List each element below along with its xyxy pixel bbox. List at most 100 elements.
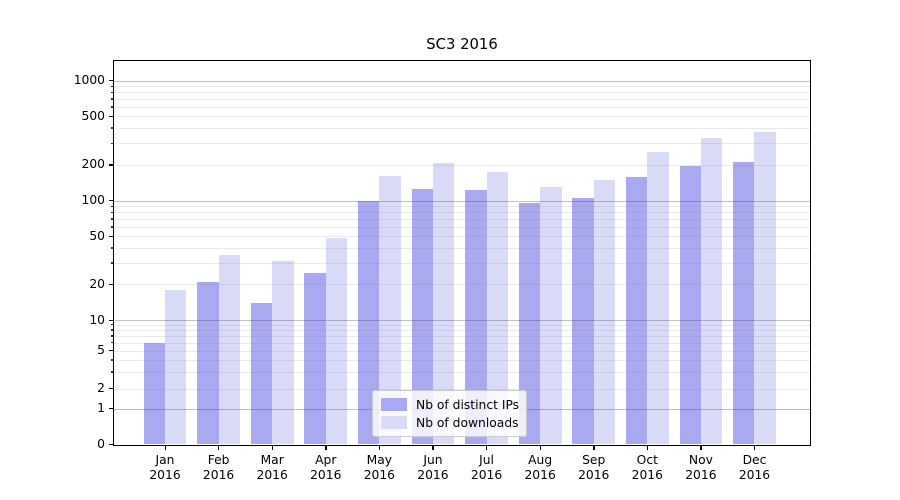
legend-label-downloads: Nb of downloads bbox=[416, 415, 519, 430]
y-minor-tick-mark bbox=[111, 359, 114, 361]
gridline-major bbox=[114, 80, 810, 82]
x-tick-label-may: May 2016 bbox=[349, 453, 409, 484]
gridline-minor bbox=[114, 212, 810, 214]
gridline-minor bbox=[114, 143, 810, 145]
x-tick-year: 2016 bbox=[256, 468, 288, 482]
x-tick-label-jul: Jul 2016 bbox=[457, 453, 517, 484]
x-tick-label-apr: Apr 2016 bbox=[296, 453, 356, 484]
x-tick-year: 2016 bbox=[363, 468, 395, 482]
bar-downloads-apr bbox=[325, 238, 348, 445]
gridline-minor bbox=[114, 106, 810, 108]
x-tick-year: 2016 bbox=[685, 468, 717, 482]
x-tick-label-jun: Jun 2016 bbox=[403, 453, 463, 484]
y-minor-tick-mark bbox=[111, 247, 114, 249]
y-minor-tick-mark bbox=[111, 91, 114, 93]
y-minor-tick-mark bbox=[111, 85, 114, 87]
gridline-major bbox=[114, 200, 810, 202]
x-tick-mark bbox=[486, 444, 488, 450]
y-minor-tick-mark bbox=[111, 262, 114, 264]
y-tick-label: 100 bbox=[81, 193, 105, 208]
gridline-minor bbox=[114, 388, 810, 390]
bar-downloads-jan bbox=[165, 289, 187, 445]
gridline-minor bbox=[114, 226, 810, 228]
legend: Nb of distinct IPs Nb of downloads bbox=[372, 390, 527, 437]
gridline-minor bbox=[114, 206, 810, 208]
y-tick-label: 1 bbox=[97, 401, 105, 415]
bar-downloads-dec bbox=[754, 132, 776, 445]
y-minor-tick-mark bbox=[111, 218, 114, 220]
y-tick-mark bbox=[108, 408, 114, 410]
y-minor-tick-mark bbox=[111, 211, 114, 213]
y-tick-label: 500 bbox=[81, 108, 105, 123]
legend-label-distinct-ips: Nb of distinct IPs bbox=[416, 397, 520, 412]
bar-downloads-jun bbox=[432, 163, 455, 445]
x-tick-mark bbox=[164, 444, 166, 450]
x-tick-mark bbox=[539, 444, 541, 450]
bar-distinct-ips-feb bbox=[197, 281, 219, 445]
x-tick-year: 2016 bbox=[738, 468, 771, 482]
y-tick-mark bbox=[108, 283, 114, 286]
y-tick-label: 2 bbox=[97, 381, 105, 395]
y-tick-mark bbox=[108, 388, 114, 390]
y-minor-tick-mark bbox=[111, 329, 114, 331]
x-tick-label-mar: Mar 2016 bbox=[242, 453, 302, 484]
gridline-minor bbox=[114, 218, 810, 220]
x-tick-mark bbox=[218, 444, 220, 450]
x-tick-label-oct: Oct 2016 bbox=[617, 453, 677, 484]
x-tick-year: 2016 bbox=[524, 468, 556, 482]
gridline-major bbox=[114, 320, 810, 321]
bar-distinct-ips-jan bbox=[143, 342, 165, 445]
gridline-minor bbox=[114, 359, 810, 361]
gridline-minor bbox=[114, 284, 810, 286]
bar-distinct-ips-aug bbox=[518, 202, 541, 445]
bar-downloads-aug bbox=[540, 186, 562, 445]
y-tick-mark bbox=[108, 80, 114, 82]
y-minor-tick-mark bbox=[111, 371, 114, 373]
y-tick-label: 1000 bbox=[73, 73, 105, 88]
y-tick-label: 10 bbox=[89, 312, 105, 327]
bar-downloads-mar bbox=[272, 261, 294, 445]
bar-distinct-ips-may bbox=[357, 200, 380, 445]
bar-downloads-sep bbox=[593, 180, 616, 445]
legend-swatch-distinct-ips bbox=[381, 398, 407, 411]
x-tick-year: 2016 bbox=[417, 468, 449, 482]
x-tick-label-dec: Dec 2016 bbox=[724, 453, 784, 484]
y-minor-tick-mark bbox=[111, 335, 114, 337]
y-tick-label: 200 bbox=[81, 157, 105, 172]
bar-downloads-feb bbox=[218, 254, 240, 445]
y-tick-mark bbox=[108, 115, 114, 117]
x-tick-label-nov: Nov 2016 bbox=[671, 453, 731, 484]
legend-row-downloads: Nb of downloads bbox=[381, 415, 519, 430]
bar-distinct-ips-jul bbox=[465, 189, 487, 445]
x-tick-label-sep: Sep 2016 bbox=[564, 453, 624, 484]
gridline-minor bbox=[114, 164, 810, 166]
x-tick-mark bbox=[593, 444, 595, 450]
y-minor-tick-mark bbox=[111, 226, 114, 228]
y-tick-label: 20 bbox=[89, 276, 105, 291]
x-tick-mark bbox=[325, 444, 327, 450]
gridline-minor bbox=[114, 342, 810, 344]
gridline-minor bbox=[114, 86, 810, 88]
gridline-minor bbox=[114, 329, 810, 331]
x-tick-year: 2016 bbox=[631, 468, 663, 482]
gridline-minor bbox=[114, 350, 810, 352]
bar-downloads-jul bbox=[486, 171, 508, 445]
x-tick-mark bbox=[753, 444, 756, 450]
x-tick-mark bbox=[646, 444, 649, 450]
y-tick-label: 5 bbox=[97, 343, 105, 358]
gridline-minor bbox=[114, 247, 810, 249]
y-tick-mark bbox=[108, 235, 114, 237]
bar-downloads-nov bbox=[700, 138, 723, 445]
y-tick-mark bbox=[108, 164, 114, 166]
y-tick-label: 0 bbox=[97, 437, 105, 451]
x-tick-mark bbox=[378, 444, 381, 450]
x-tick-label-aug: Aug 2016 bbox=[510, 453, 570, 484]
bar-distinct-ips-oct bbox=[625, 176, 648, 445]
y-minor-tick-mark bbox=[111, 106, 114, 108]
y-tick-mark bbox=[108, 444, 114, 446]
y-minor-tick-mark bbox=[111, 342, 114, 344]
gridline-minor bbox=[114, 127, 810, 129]
y-tick-mark bbox=[108, 319, 114, 321]
legend-row-distinct-ips: Nb of distinct IPs bbox=[381, 397, 520, 412]
